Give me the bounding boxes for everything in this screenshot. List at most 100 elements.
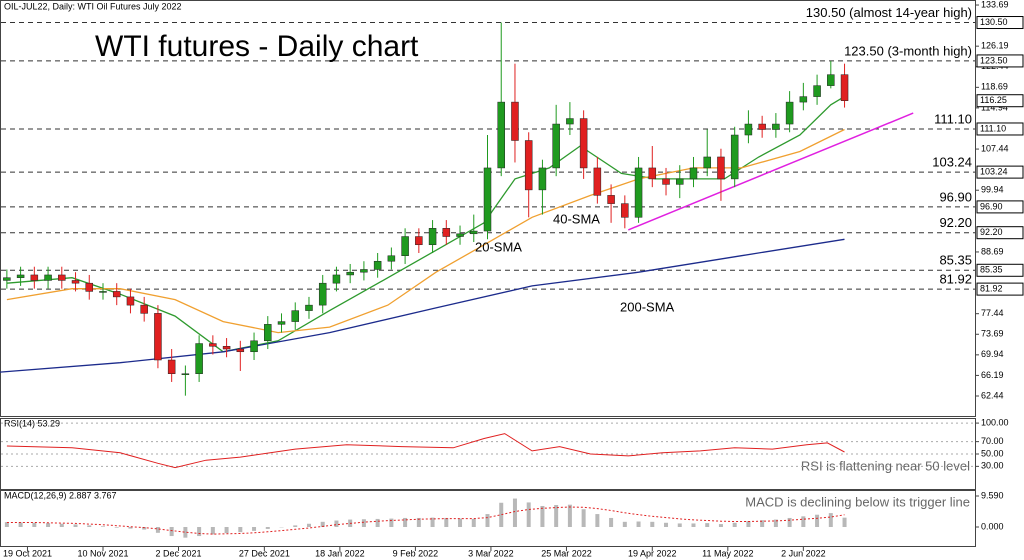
candle-body bbox=[360, 269, 368, 273]
candle-body bbox=[511, 101, 519, 141]
candle-body bbox=[744, 123, 753, 136]
candle-body bbox=[428, 228, 437, 246]
candle-body bbox=[497, 101, 505, 169]
macd-bar bbox=[540, 505, 545, 527]
candle-body bbox=[332, 274, 341, 284]
y-tick-label: 118.69 bbox=[981, 82, 1008, 92]
macd-bar bbox=[828, 513, 833, 527]
macd-bar bbox=[18, 522, 23, 527]
macd-bar bbox=[430, 517, 435, 527]
candle-body bbox=[717, 156, 725, 180]
macd-bar bbox=[142, 526, 147, 530]
y-tick-label: 73.69 bbox=[981, 329, 1004, 339]
macd-note: MACD is declining below its trigger line bbox=[745, 494, 970, 509]
macd-bar bbox=[59, 523, 64, 527]
macd-bar bbox=[87, 525, 92, 527]
candle-body bbox=[607, 195, 615, 204]
macd-bar bbox=[609, 517, 614, 527]
candle-body bbox=[167, 359, 176, 374]
level-box bbox=[976, 122, 1024, 136]
x-tick-label: 11 May 2022 bbox=[702, 548, 753, 558]
y-tick-label: 9.590 bbox=[981, 490, 1004, 500]
macd-bar bbox=[471, 518, 476, 527]
candle-body bbox=[634, 167, 643, 218]
level-note: 123.50 (3-month high) bbox=[844, 43, 972, 58]
y-tick-label: 99.94 bbox=[981, 185, 1004, 195]
x-tick-label: 25 Mar 2022 bbox=[541, 548, 592, 558]
macd-bar bbox=[32, 522, 37, 527]
candle-body bbox=[318, 282, 327, 306]
candle-body bbox=[621, 203, 629, 218]
y-tick-label: 133.69 bbox=[981, 0, 1009, 9]
x-tick-label: 3 Mar 2022 bbox=[468, 548, 514, 558]
candle-body bbox=[772, 123, 780, 130]
macd-bar bbox=[554, 505, 559, 527]
candle-body bbox=[676, 178, 684, 185]
candle-body bbox=[209, 343, 217, 347]
macd-bar bbox=[664, 522, 669, 527]
candle-body bbox=[305, 304, 313, 311]
candle-body bbox=[58, 274, 66, 281]
macd-bar bbox=[183, 526, 188, 538]
candle-body bbox=[195, 343, 203, 374]
macd-bar bbox=[512, 498, 517, 527]
candle-body bbox=[30, 274, 39, 281]
candle-body bbox=[813, 85, 821, 97]
candle-body bbox=[456, 233, 464, 237]
x-tick-label: 18 Jan 2022 bbox=[315, 548, 365, 558]
macd-bar bbox=[114, 526, 119, 528]
level-note: 92.20 bbox=[939, 215, 972, 230]
level-box bbox=[976, 263, 1024, 277]
candle-body bbox=[470, 230, 478, 235]
y-tick-label: 77.44 bbox=[981, 308, 1004, 318]
macd-bar bbox=[732, 522, 737, 527]
macd-bar bbox=[718, 524, 723, 527]
level-note: 111.10 bbox=[934, 111, 972, 126]
macd-bar bbox=[636, 521, 641, 527]
y-tick-label: 69.94 bbox=[981, 349, 1004, 359]
x-tick-label: 10 Nov 2021 bbox=[77, 548, 128, 558]
y-tick-label: 126.19 bbox=[981, 41, 1009, 51]
macd-bar bbox=[760, 520, 765, 527]
macd-bar bbox=[403, 517, 408, 527]
sma-label: 40-SMA bbox=[553, 211, 600, 226]
candle-body bbox=[291, 310, 299, 322]
macd-bar bbox=[155, 526, 160, 533]
sma-line bbox=[6, 96, 845, 353]
macd-bar bbox=[306, 523, 311, 527]
macd-bar bbox=[801, 516, 806, 527]
y-tick-label: 30.00 bbox=[981, 461, 1004, 471]
level-label: 85.35 bbox=[980, 265, 1003, 275]
candle-body bbox=[552, 123, 560, 169]
level-label: 103.24 bbox=[980, 166, 1008, 176]
y-tick-label: 66.19 bbox=[981, 370, 1004, 380]
macd-bar bbox=[581, 509, 586, 527]
candle-body bbox=[181, 373, 190, 375]
macd-bar bbox=[265, 526, 270, 529]
macd-bar bbox=[526, 502, 531, 527]
y-tick-label: 0.000 bbox=[981, 521, 1004, 531]
candle-body bbox=[827, 74, 835, 86]
level-label: 81.92 bbox=[980, 283, 1003, 293]
macd-bar bbox=[197, 526, 202, 537]
macd-bar bbox=[361, 519, 366, 527]
candle-body bbox=[524, 140, 533, 191]
macd-bar bbox=[650, 521, 655, 527]
macd-bar bbox=[73, 524, 78, 527]
candle-body bbox=[85, 282, 94, 292]
macd-bar bbox=[499, 502, 504, 527]
candle-body bbox=[16, 274, 25, 278]
candle-body bbox=[442, 228, 451, 237]
rsi-note: RSI is flattening near 50 level bbox=[801, 458, 970, 473]
level-label: 111.10 bbox=[980, 123, 1006, 133]
level-box bbox=[976, 200, 1024, 214]
x-tick-label: 19 Apr 2022 bbox=[628, 548, 677, 558]
candle-body bbox=[566, 118, 574, 125]
candle-body bbox=[785, 101, 794, 125]
chart-title: WTI futures - Daily chart bbox=[95, 30, 419, 63]
sma-label: 20-SMA bbox=[475, 239, 522, 254]
macd-bar bbox=[485, 514, 490, 527]
candle-body bbox=[703, 156, 711, 169]
macd-bar bbox=[773, 519, 778, 527]
